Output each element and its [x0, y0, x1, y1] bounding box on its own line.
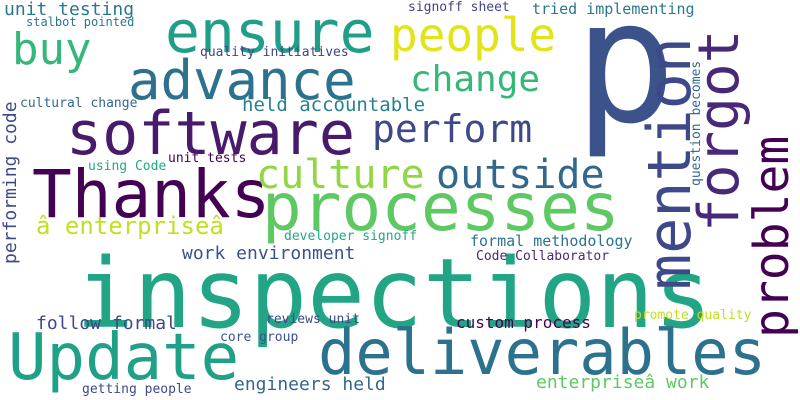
word-stalbot-pointed: stalbot pointed	[26, 15, 135, 29]
word-processes: processes	[262, 169, 620, 246]
word-reviews-unit: reviews unit	[266, 312, 360, 327]
word-perform: perform	[372, 107, 533, 151]
word-change: change	[410, 59, 541, 100]
word-culture: culture	[256, 152, 425, 198]
word-held-accountable: held accountable	[242, 94, 426, 116]
word-promote-quality: promote quality	[634, 308, 752, 323]
word-ensure: ensure	[165, 0, 375, 66]
word-core-group: core group	[220, 330, 299, 345]
word-unit-testing: unit testing	[4, 0, 135, 20]
word-follow-formal: follow formal	[36, 313, 177, 334]
word-outside: outside	[436, 152, 605, 198]
word-problem: problem	[744, 135, 800, 338]
word-work-environment: work environment	[182, 243, 356, 264]
word-developer-signoff: developer signoff	[284, 229, 418, 244]
word-tried-implementing: tried implementing	[532, 0, 695, 18]
word-custom-process: custom process	[456, 313, 591, 332]
word-question-becomes: question becomes	[689, 60, 704, 186]
word-buy: buy	[12, 24, 92, 75]
word-cultural-change: cultural change	[20, 96, 138, 111]
word-p: p	[574, 0, 677, 162]
word-update: Update	[8, 321, 240, 395]
word-code-collaborator: Code Collaborator	[476, 249, 610, 264]
word-advance: advance	[128, 49, 356, 112]
word-getting-people: getting people	[82, 382, 192, 397]
word-people: people	[390, 8, 557, 62]
word-software: software	[66, 99, 355, 169]
word-formal-methodology: formal methodology	[470, 232, 633, 250]
word-using-code: using Code	[88, 159, 167, 174]
word-inspections: inspections	[76, 238, 712, 350]
word-enterprise-a: â enterpriseâ	[36, 212, 224, 240]
word-enterprise-work: enterpriseâ work	[536, 372, 710, 393]
word-performing-code: performing code	[0, 101, 21, 264]
word-deliverables: deliverables	[318, 316, 766, 389]
word-unit-tests: unit tests	[168, 151, 247, 166]
word-engineers-held: engineers held	[234, 374, 386, 395]
word-signoff-sheet: signoff sheet	[408, 0, 510, 15]
word-quality-initiatives: quality initiatives	[200, 45, 349, 60]
word-thanks: Thanks	[32, 156, 271, 233]
